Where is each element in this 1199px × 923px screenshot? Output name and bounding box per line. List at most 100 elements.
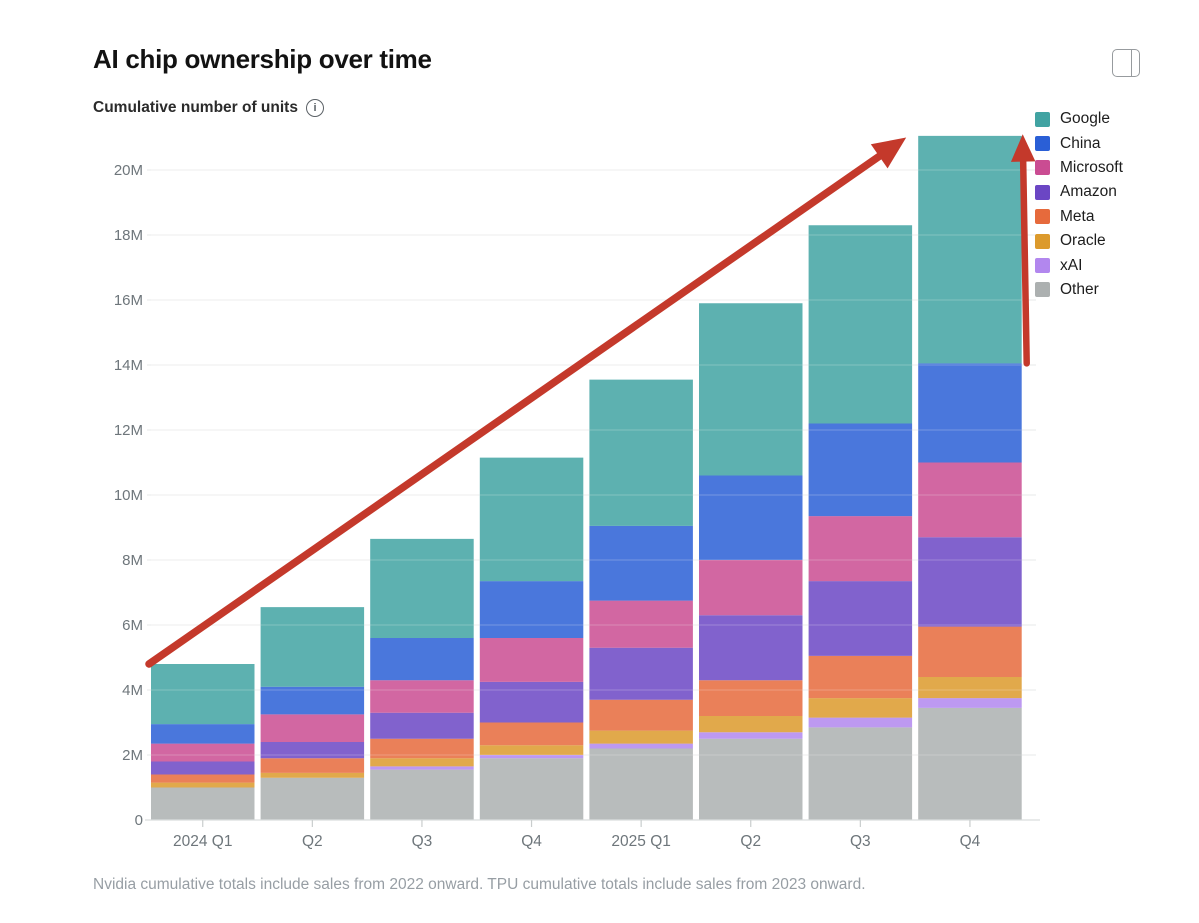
legend-label: Google <box>1060 110 1110 128</box>
bar-segment-amazon <box>370 712 474 739</box>
bar-segment-china <box>699 475 803 560</box>
bar-segment-xai <box>370 766 474 770</box>
bar-segment-meta <box>808 655 913 699</box>
bar-segment-china <box>589 525 693 601</box>
bar-segment-china <box>808 423 913 517</box>
bar-segment-meta <box>151 774 255 783</box>
x-axis-label: Q2 <box>740 833 761 850</box>
bar-segment-oracle <box>479 745 584 755</box>
bar-segment-meta <box>260 758 365 773</box>
bar-segment-google <box>918 135 1022 364</box>
legend-swatch <box>1035 184 1050 200</box>
legend-item-china: China <box>1035 131 1123 155</box>
y-axis-label: 2M <box>122 747 143 764</box>
bar-segment-china <box>918 363 1022 463</box>
bar-segment-oracle <box>699 716 803 733</box>
x-axis-label: Q4 <box>521 833 542 850</box>
x-axis-label: 2024 Q1 <box>173 833 232 850</box>
bar-segment-china <box>370 638 474 681</box>
legend-swatch <box>1035 233 1050 249</box>
bar-segment-xai <box>479 755 584 759</box>
bar-segment-meta <box>370 738 474 759</box>
y-axis-label: 16M <box>114 292 143 309</box>
bar-segment-oracle <box>918 677 1022 699</box>
growth-arrow <box>1019 147 1030 367</box>
bar-segment-china <box>151 724 255 744</box>
bar-segment-meta <box>479 722 584 746</box>
footer-note: Nvidia cumulative totals include sales f… <box>93 876 866 893</box>
bar-segment-google <box>589 379 693 526</box>
bar-segment-amazon <box>699 615 803 681</box>
bar-segment-oracle <box>370 758 474 767</box>
y-axis-label: 6M <box>122 617 143 634</box>
trend-arrow-head <box>870 137 907 169</box>
bar-segment-amazon <box>260 742 365 759</box>
bar-segment-microsoft <box>479 638 584 682</box>
bar-segment-other <box>699 738 803 820</box>
bar-segment-amazon <box>808 581 913 656</box>
bar-segment-microsoft <box>151 743 255 762</box>
bar-segment-other <box>589 748 693 820</box>
legend-label: Microsoft <box>1060 158 1123 176</box>
bar-segment-xai <box>808 717 913 728</box>
bar-segment-other <box>260 777 365 820</box>
y-axis-label: 4M <box>122 682 143 699</box>
bar-segment-meta <box>918 626 1022 677</box>
bar-segment-other <box>808 727 913 820</box>
bar-segment-microsoft <box>370 680 474 713</box>
growth-arrow-head <box>1010 134 1036 162</box>
x-axis-label: Q3 <box>412 833 433 850</box>
bar-segment-google <box>808 225 913 424</box>
legend-label: China <box>1060 134 1101 152</box>
y-axis-label: 10M <box>114 487 143 504</box>
legend-swatch <box>1035 282 1050 298</box>
bar-segment-china <box>260 686 365 715</box>
bar-segment-other <box>479 758 584 820</box>
bar-segment-oracle <box>260 772 365 778</box>
bar-segment-other <box>370 769 474 820</box>
x-axis-label: 2025 Q1 <box>611 833 670 850</box>
legend-item-google: Google <box>1035 107 1123 131</box>
bar-segment-amazon <box>589 647 693 700</box>
y-axis-label: 8M <box>122 552 143 569</box>
chart-subtitle: Cumulative number of units <box>93 99 298 116</box>
bar-segment-microsoft <box>589 600 693 648</box>
info-circle-icon[interactable]: i <box>305 99 324 117</box>
legend-item-microsoft: Microsoft <box>1035 156 1123 180</box>
y-axis-label: 0 <box>135 812 143 829</box>
y-axis-label: 14M <box>114 357 143 374</box>
bar-segment-oracle <box>808 698 913 718</box>
legend-item-oracle: Oracle <box>1035 229 1123 253</box>
y-axis-label: 20M <box>114 162 143 179</box>
legend-label: Oracle <box>1060 232 1106 250</box>
legend-label: xAI <box>1060 256 1083 274</box>
y-axis-label: 18M <box>114 227 143 244</box>
panel-toggle-icon <box>1130 50 1132 76</box>
legend-swatch <box>1035 111 1050 127</box>
legend-item-amazon: Amazon <box>1035 180 1123 204</box>
chart-legend: Google China Microsoft Amazon Meta Oracle xAI O… <box>1035 107 1123 302</box>
bar-segment-google <box>479 457 584 582</box>
legend-swatch <box>1035 209 1050 225</box>
bar-segment-google <box>370 538 474 638</box>
bar-segment-xai <box>699 732 803 739</box>
legend-swatch <box>1035 136 1050 152</box>
legend-item-other: Other <box>1035 278 1123 302</box>
bar-segment-amazon <box>479 681 584 723</box>
bar-segment-other <box>918 707 1022 820</box>
chart-subtitle-row: Cumulative number of units i <box>93 99 324 117</box>
bar-segment-microsoft <box>260 714 365 742</box>
legend-item-xai: xAI <box>1035 253 1123 277</box>
legend-label: Other <box>1060 280 1099 298</box>
bar-segment-xai <box>918 698 1022 708</box>
bar-segment-oracle <box>151 782 255 788</box>
bar-segment-oracle <box>589 730 693 744</box>
x-axis-label: Q3 <box>850 833 871 850</box>
panel-toggle-button[interactable] <box>1112 49 1140 77</box>
bar-segment-microsoft <box>699 560 803 616</box>
bar-segment-meta <box>699 680 803 716</box>
legend-label: Meta <box>1060 207 1095 225</box>
legend-item-meta: Meta <box>1035 205 1123 229</box>
